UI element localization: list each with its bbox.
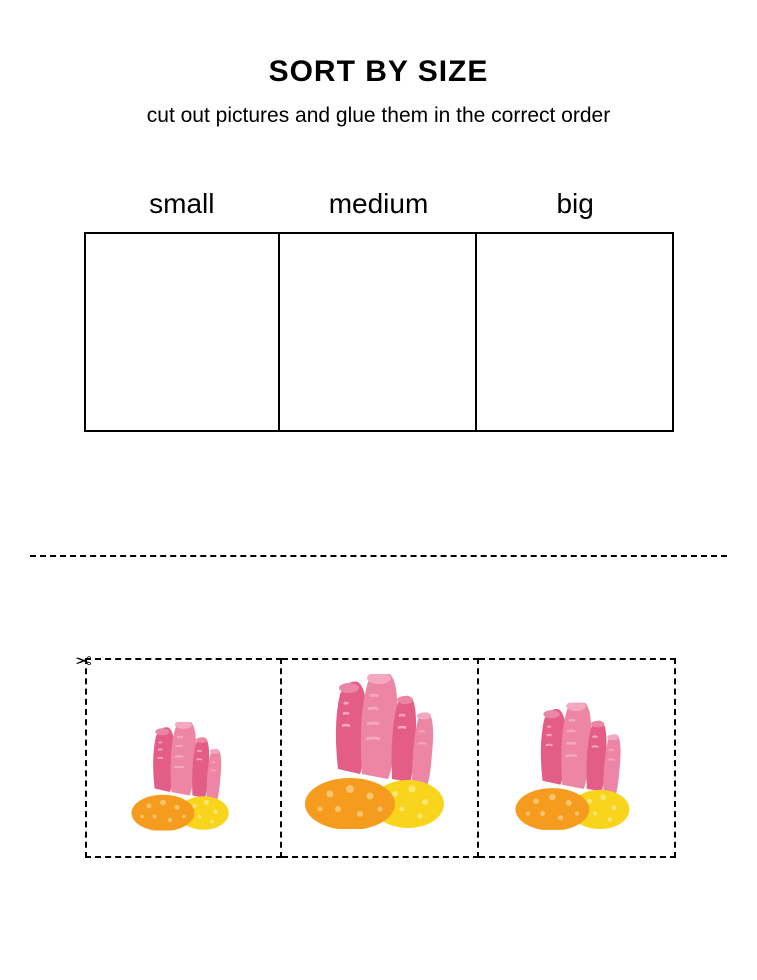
cut-boxes-row <box>85 658 676 858</box>
label-medium: medium <box>280 188 476 220</box>
cut-box-2 <box>282 658 479 858</box>
worksheet-subtitle: cut out pictures and glue them in the co… <box>147 104 610 128</box>
size-labels-row: small medium big <box>84 188 674 220</box>
worksheet-title: SORT BY SIZE <box>269 55 489 89</box>
cut-box-3 <box>479 658 676 858</box>
cut-box-1 <box>85 658 282 858</box>
sort-box-big <box>477 232 674 432</box>
sort-box-medium <box>280 232 477 432</box>
label-big: big <box>477 188 673 220</box>
label-small: small <box>84 188 280 220</box>
cut-line <box>30 555 727 557</box>
sort-boxes-row <box>84 232 674 432</box>
coral-image <box>300 674 460 834</box>
coral-image <box>128 722 240 834</box>
sort-box-small <box>84 232 281 432</box>
coral-image <box>511 703 642 834</box>
